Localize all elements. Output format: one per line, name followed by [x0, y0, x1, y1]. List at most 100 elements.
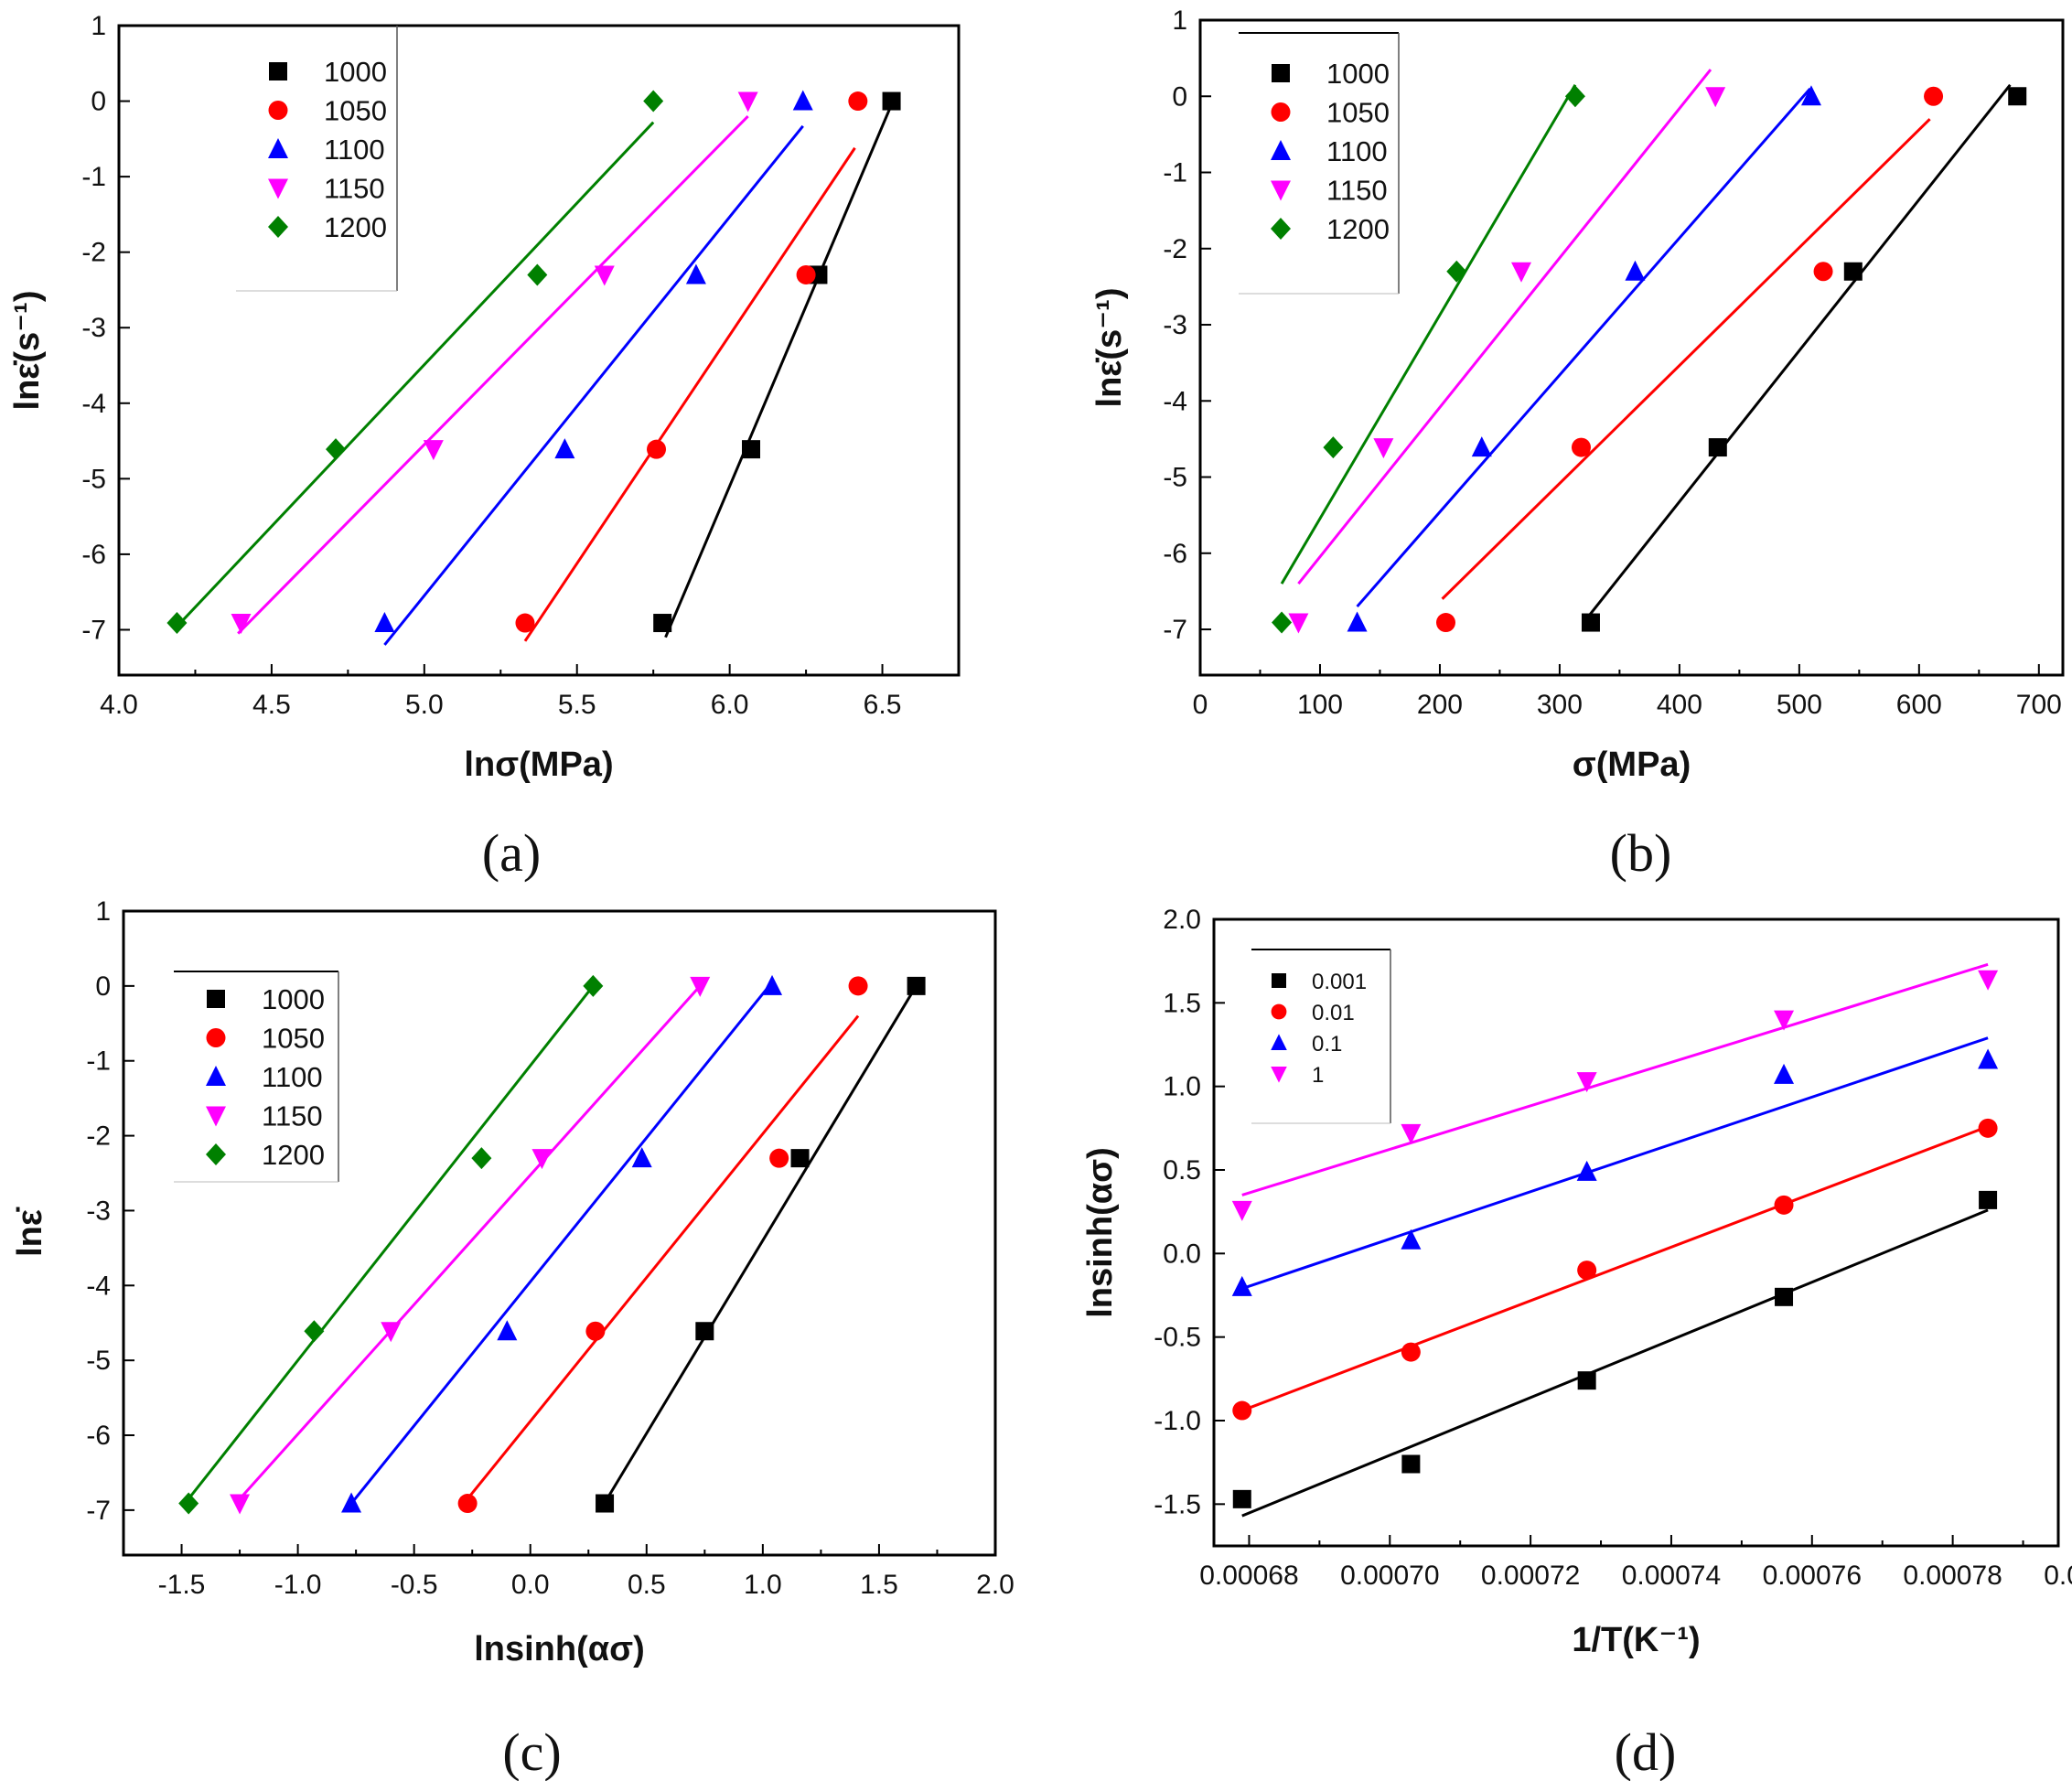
y-tick-label: -3: [86, 1196, 111, 1226]
legend-marker-1000: [269, 62, 287, 80]
legend-label-1: 1: [1312, 1063, 1324, 1088]
x-tick-label: 1.0: [744, 1570, 782, 1600]
data-point-1100: [1625, 260, 1646, 281]
data-point-1150: [1511, 262, 1532, 283]
data-point-1050: [796, 264, 816, 284]
legend-label-1150: 1150: [262, 1100, 323, 1132]
fit-line-1100: [1356, 87, 1811, 608]
y-tick-label: -4: [86, 1271, 111, 1301]
legend-label-1100: 1100: [324, 134, 385, 166]
plot-frame: [1212, 917, 2060, 1548]
y-tick-label: 0: [95, 971, 111, 1002]
y-tick-label: -0.5: [1154, 1323, 1201, 1353]
fit-line-1050: [1441, 118, 1931, 600]
y-tick-label: -2: [86, 1121, 111, 1152]
legend-marker-1050: [1271, 102, 1291, 122]
y-tick-label: 1: [95, 896, 111, 927]
y-tick-label: -1: [1163, 158, 1187, 188]
y-tick-label: -1.0: [1154, 1406, 1201, 1436]
fit-line-1100: [348, 981, 774, 1507]
data-point-0.001: [1775, 1287, 1794, 1306]
x-tick-label: 2.0: [976, 1570, 1015, 1600]
panel-caption: (c): [502, 1722, 561, 1781]
fit-line-1150: [237, 115, 749, 635]
data-point-0.01: [1232, 1400, 1252, 1421]
legend-label-1100: 1100: [262, 1061, 323, 1093]
y-tick-label: 1.0: [1163, 1072, 1201, 1102]
y-tick-label: 1.5: [1163, 988, 1201, 1018]
y-tick-label: 1: [1172, 5, 1187, 36]
legend-marker-1150: [268, 178, 288, 199]
data-point-1100: [1347, 611, 1368, 632]
data-point-1050: [769, 1148, 789, 1168]
panel-a: 4.0 4.5 5.0 5.5 6.0 6.5 1 0 -1 -2 -3 -4 -5 -6 -7 1000 10…: [8, 11, 961, 883]
fit-line-0.01: [1241, 1125, 1989, 1412]
x-tick-label: 5.0: [405, 690, 444, 720]
x-tick-label: 6.0: [711, 690, 749, 720]
fit-line-1: [1241, 962, 1989, 1196]
data-point-1150: [594, 265, 615, 286]
data-point-0.01: [1577, 1261, 1597, 1281]
legend-marker-1150: [206, 1106, 226, 1127]
data-point-1050: [647, 439, 667, 459]
data-point-1100: [685, 263, 706, 284]
data-point-1050: [585, 1321, 606, 1341]
data-point-1150: [423, 440, 444, 461]
plot-frame: [1198, 18, 2065, 677]
legend-label-0.001: 0.001: [1312, 970, 1367, 994]
y-tick-label: -6: [81, 540, 106, 570]
y-axis-label: lnε̇: [11, 1207, 49, 1257]
legend-label-1050: 1050: [1326, 97, 1390, 129]
data-point-0.001: [1577, 1371, 1596, 1390]
fit-line-1100: [383, 124, 804, 646]
x-tick-label: 0.00076: [1763, 1561, 1862, 1591]
x-tick-label: 5.5: [558, 690, 596, 720]
data-point-0.01: [1978, 1118, 1998, 1138]
x-tick-label: 4.0: [100, 690, 138, 720]
y-tick-label: -7: [81, 615, 106, 645]
data-point-1150: [531, 1149, 553, 1170]
legend-marker-1200: [1271, 218, 1291, 240]
panel-caption: (b): [1610, 823, 1672, 883]
legend-label-1150: 1150: [324, 173, 385, 205]
y-tick-label: -2: [81, 238, 106, 268]
panel-caption: (d): [1615, 1722, 1677, 1781]
panel-c: -1.5 -1.0 -0.5 0.0 0.5 1.0 1.5 2.0 1 0 -1 -2 -3 -4 -5 -…: [11, 896, 1015, 1781]
fit-line-1200: [187, 984, 595, 1500]
data-point-1000: [695, 1322, 714, 1341]
data-point-1050: [1435, 613, 1455, 633]
data-point-1000: [2008, 87, 2027, 106]
y-tick-label: 1: [91, 11, 106, 41]
y-tick-label: -5: [81, 464, 106, 494]
y-axis-label: lnε̇(s⁻¹): [1090, 288, 1129, 408]
fit-line-1200: [1280, 84, 1577, 585]
data-point-1150: [737, 91, 758, 113]
legend-marker-1000: [1272, 64, 1290, 82]
data-point-0.01: [1774, 1195, 1794, 1215]
data-point-1100: [762, 974, 783, 995]
data-point-1050: [848, 91, 868, 112]
x-tick-label: -1.5: [158, 1570, 206, 1600]
panel-d: 0.00068 0.00070 0.00072 0.00074 0.00076 0.000…: [1081, 905, 2072, 1781]
y-tick-label: -1: [81, 162, 106, 192]
x-tick-label: 0.5: [628, 1570, 666, 1600]
y-tick-label: -1.5: [1154, 1489, 1201, 1519]
x-tick-label: 600: [1896, 690, 1942, 720]
y-tick-label: 0: [1172, 81, 1187, 112]
y-tick-label: -2: [1163, 234, 1187, 264]
legend-label-1050: 1050: [324, 95, 387, 127]
x-axis-label: lnsinh(ασ): [474, 1630, 645, 1668]
data-point-1100: [1471, 436, 1492, 457]
data-point-1050: [1813, 262, 1833, 282]
y-tick-label: -4: [1163, 386, 1187, 416]
x-tick-label: 0.00068: [1199, 1561, 1298, 1591]
y-tick-label: 0: [91, 87, 106, 117]
data-point-1000: [653, 614, 672, 633]
data-point-1100: [1800, 85, 1821, 106]
x-tick-label: 200: [1417, 690, 1463, 720]
legend-label-1000: 1000: [1326, 58, 1390, 90]
data-point-0.1: [1401, 1228, 1422, 1250]
legend-marker-1000: [207, 990, 225, 1008]
data-point-1050: [1571, 437, 1591, 457]
